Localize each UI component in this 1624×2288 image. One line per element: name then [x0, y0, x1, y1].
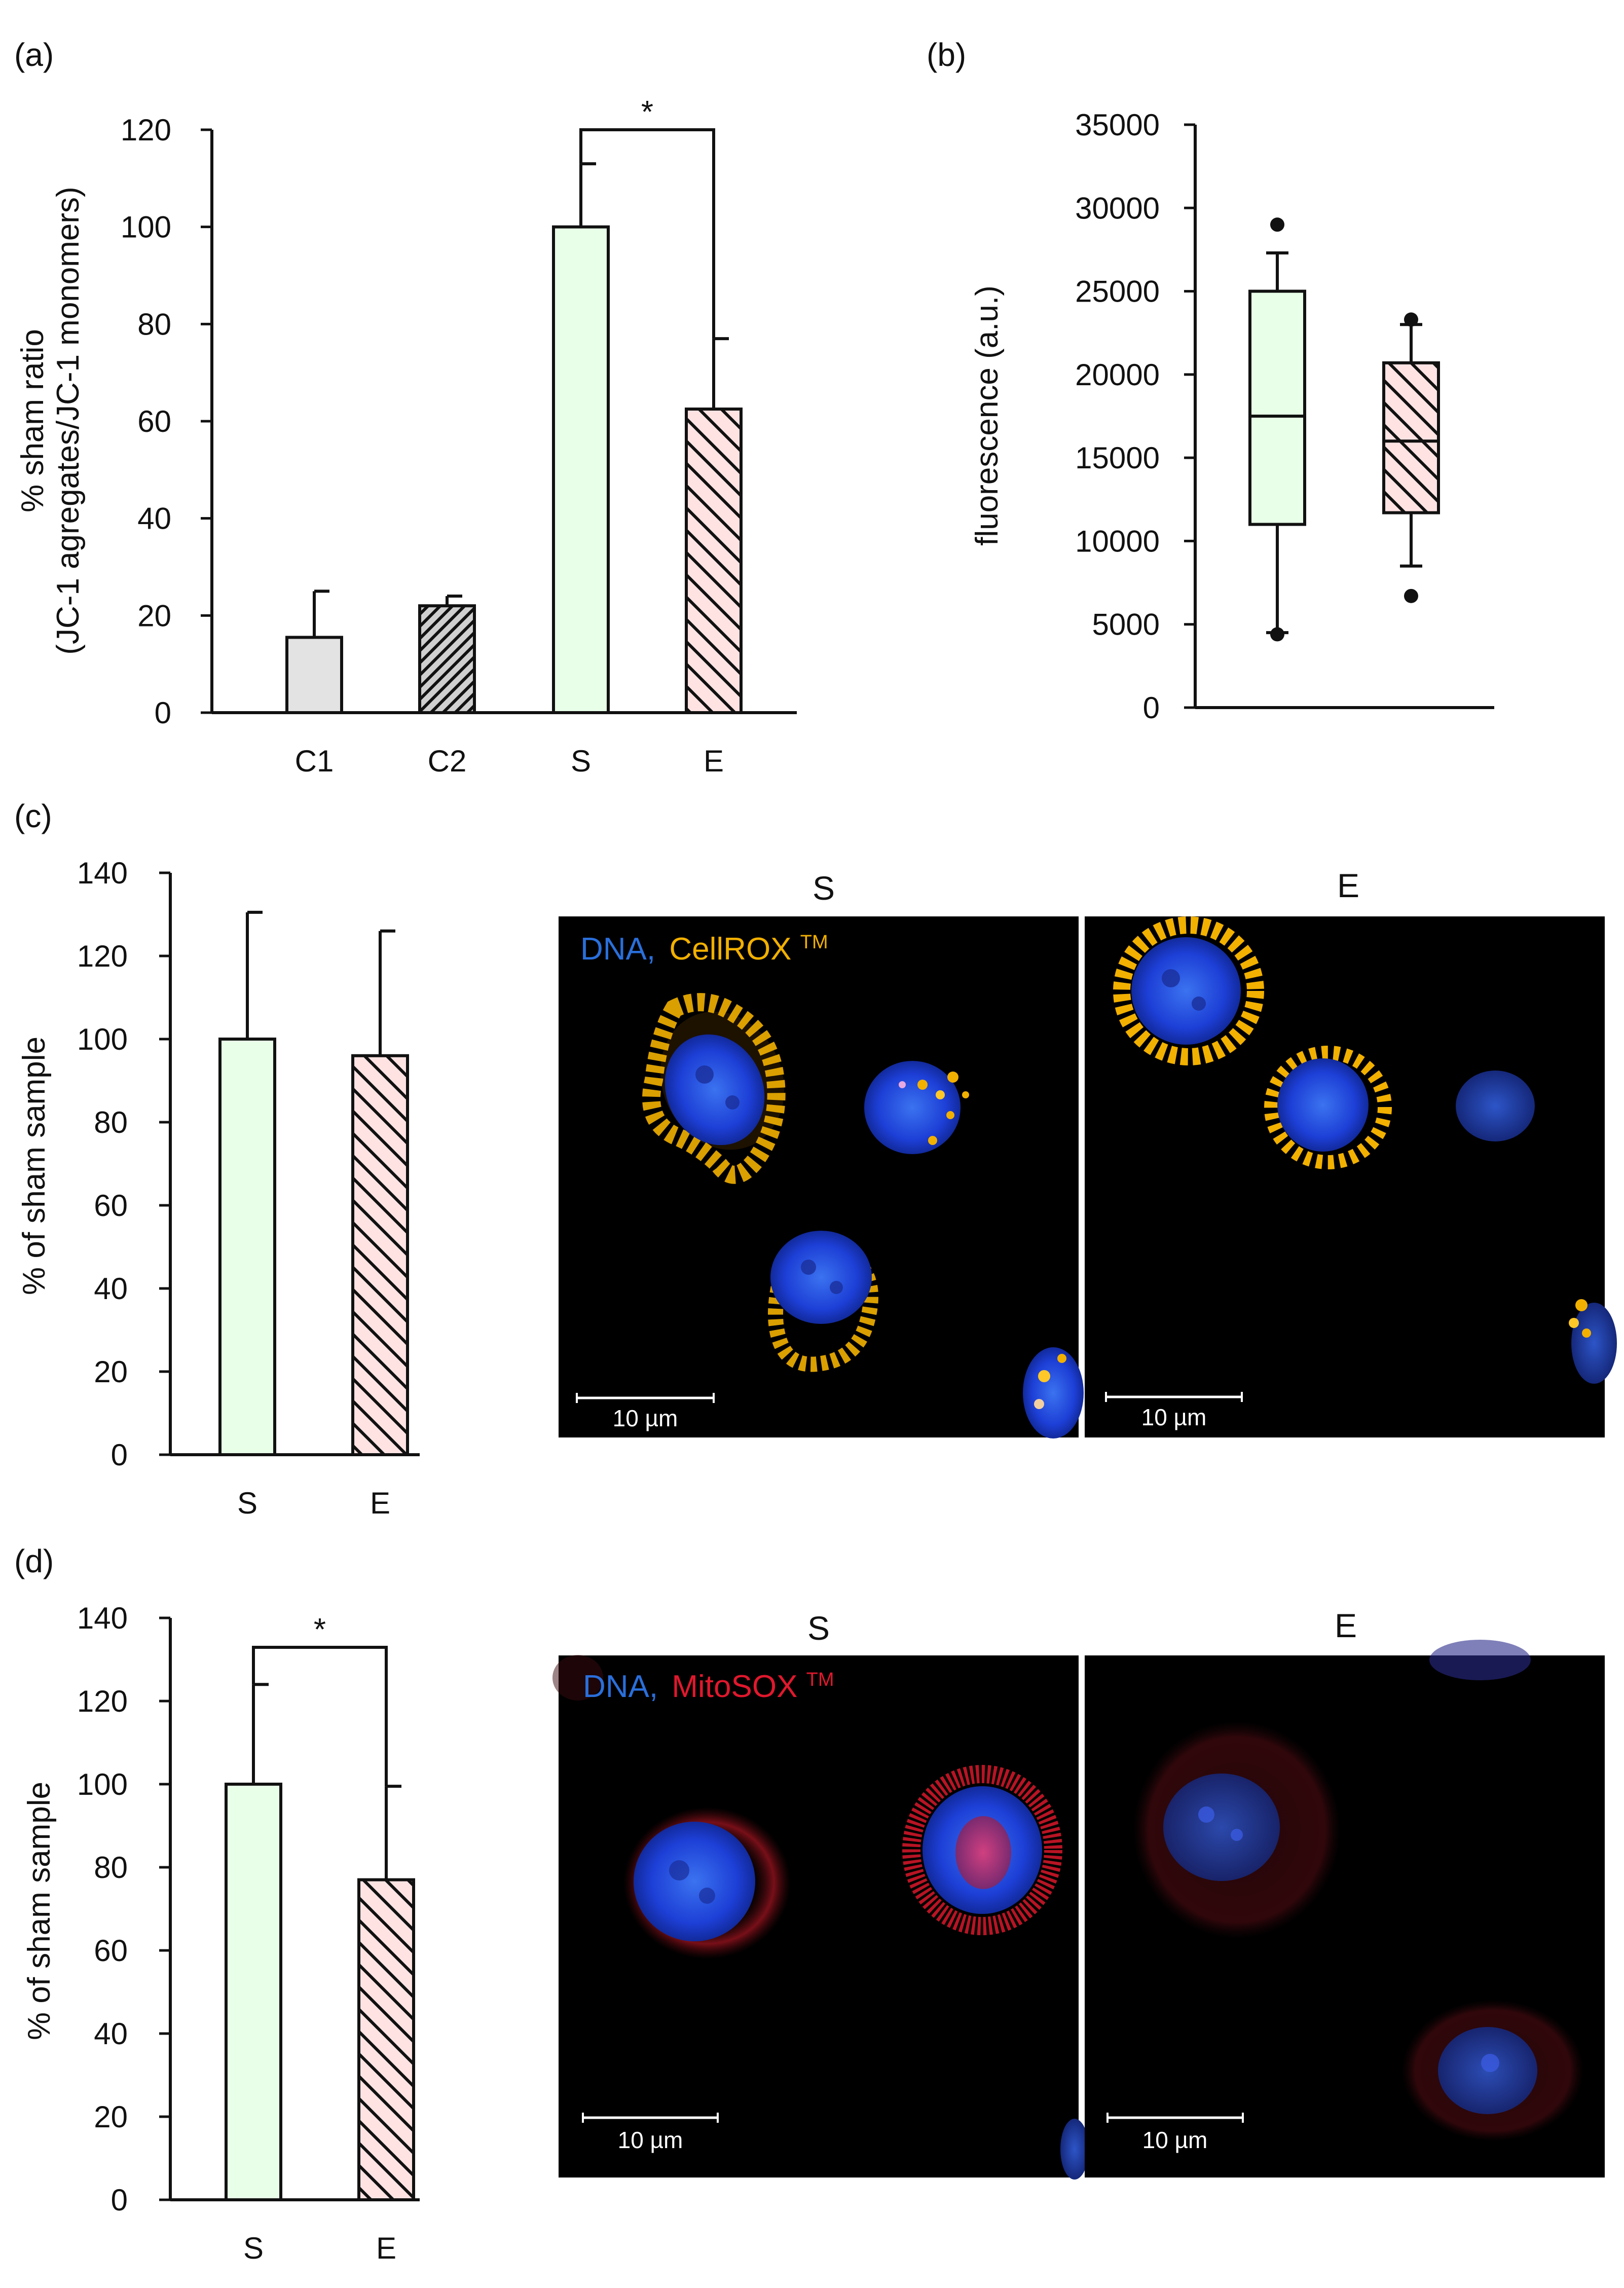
- micro-c-cell: [1023, 1347, 1084, 1438]
- y-tick-label: 20: [94, 1355, 128, 1389]
- box-outlier-E: [1404, 312, 1418, 327]
- y-tick-label: 20: [94, 2100, 128, 2134]
- panel-label-d: (d): [14, 1543, 54, 1579]
- micro-c-cell: [1264, 1046, 1392, 1169]
- panel-label-a: (a): [14, 36, 54, 73]
- y-axis-label: % sham ratio: [15, 329, 50, 512]
- micro-c-right-title: E: [1337, 867, 1359, 904]
- micro-c-scale-label-left: 10 µm: [613, 1405, 678, 1431]
- micro-c-left-title: S: [813, 869, 835, 907]
- micro-d-cell: [902, 1765, 1062, 1935]
- box-S: [1248, 289, 1306, 526]
- bar-S: [225, 1783, 282, 2201]
- y-tick-label: 5000: [1092, 608, 1160, 642]
- y-tick-label: 80: [94, 1851, 128, 1885]
- micro-d-right-title: E: [1335, 1607, 1357, 1644]
- y-tick-label: 60: [94, 1934, 128, 1968]
- y-tick-label: 0: [155, 696, 171, 730]
- bar-S: [552, 225, 610, 714]
- x-tick-label: S: [243, 2231, 264, 2265]
- micrograph-c: S E: [559, 867, 1617, 1438]
- bar-C2: [418, 604, 476, 714]
- significance-star: *: [314, 1612, 326, 1647]
- micro-c-cell: [864, 1061, 969, 1154]
- y-tick-label: 80: [94, 1105, 128, 1139]
- y-tick-label: 25000: [1075, 275, 1160, 309]
- y-tick-label: 100: [77, 1022, 128, 1056]
- x-tick-label: C2: [428, 744, 467, 778]
- y-tick-label: 40: [94, 1272, 128, 1306]
- y-tick-label: 0: [1143, 691, 1160, 725]
- micro-d-left-title: S: [807, 1609, 830, 1647]
- micro-c-cell: [1569, 1299, 1617, 1384]
- y-tick-label: 20: [137, 599, 171, 633]
- y-tick-label: 40: [137, 502, 171, 536]
- y-tick-label: 80: [137, 307, 171, 341]
- y-tick-label: 100: [77, 1767, 128, 1801]
- significance-star: *: [641, 95, 653, 130]
- box-outlier-E: [1404, 588, 1418, 603]
- micro-c-stain-label: DNA, CellROX TM: [580, 932, 828, 967]
- micro-d-cell: [1401, 2000, 1584, 2142]
- micro-c-cell: [1456, 1071, 1535, 1141]
- panel-label-b: (b): [927, 36, 966, 73]
- y-axis-label: % of sham sample: [17, 1037, 52, 1295]
- y-axis-label: (JC-1 agregates/JC-1 monomers): [51, 187, 86, 654]
- x-tick-label: C1: [295, 744, 334, 778]
- micro-c-cell: [768, 1231, 878, 1372]
- x-tick-label: E: [376, 2231, 396, 2265]
- y-tick-label: 40: [94, 2017, 128, 2051]
- micro-c-cell: [642, 993, 786, 1184]
- x-tick-label: E: [370, 1486, 390, 1520]
- micro-d-cell: [1133, 1721, 1341, 1939]
- bar-E: [685, 408, 743, 714]
- x-tick-label: E: [704, 744, 724, 778]
- micro-c-image-right: 10 µm: [1085, 916, 1617, 1437]
- bar-E: [357, 1878, 415, 2202]
- x-tick-label: S: [237, 1486, 257, 1520]
- y-tick-label: 0: [111, 1438, 128, 1472]
- y-tick-label: 100: [121, 210, 171, 244]
- micrograph-d: S E 10 µm: [552, 1607, 1605, 2180]
- chart-b-fluorescence-boxplot: 0 5000 10000 15000 20000 25000 30000 35000 fluor…: [970, 108, 1494, 725]
- micro-d-scale-label-right: 10 µm: [1142, 2127, 1208, 2153]
- micro-d-scale-label-left: 10 µm: [618, 2127, 683, 2153]
- panel-label-c: (c): [14, 798, 52, 834]
- y-tick-label: 120: [77, 939, 128, 973]
- y-axis-label: fluorescence (a.u.): [970, 285, 1005, 545]
- y-tick-label: 140: [77, 1601, 128, 1635]
- bar-S: [218, 1038, 276, 1456]
- significance-bracket: [579, 128, 715, 339]
- micro-c-scale-label-right: 10 µm: [1141, 1404, 1207, 1430]
- y-tick-label: 60: [94, 1189, 128, 1223]
- micro-c-cell: [1113, 916, 1264, 1065]
- y-tick-label: 0: [111, 2183, 128, 2217]
- chart-d-mitosox-bar: 0 20 40 60 80 100 120 140 % of sham sample S E *: [22, 1601, 420, 2265]
- chart-c-cellrox-bar: 0 20 40 60 80 100 120 140 % of sham sample S E: [17, 856, 420, 1520]
- y-tick-label: 120: [121, 113, 171, 147]
- micro-c-image-left: 10 µm DNA, CellROX TM: [559, 916, 1084, 1438]
- y-tick-label: 30000: [1075, 191, 1160, 225]
- chart-a-jc1-ratio: 0 20 40 60 80 100 120 % sham ratio (JC-1 agregat…: [15, 95, 797, 778]
- y-tick-label: 10000: [1075, 524, 1160, 558]
- y-tick-label: 35000: [1075, 108, 1160, 142]
- y-tick-label: 20000: [1075, 358, 1160, 392]
- box-outlier-S: [1270, 627, 1284, 642]
- x-tick-label: S: [571, 744, 591, 778]
- significance-bracket: [252, 1646, 388, 1787]
- y-tick-label: 120: [77, 1684, 128, 1718]
- y-tick-label: 60: [137, 404, 171, 438]
- y-tick-label: 15000: [1075, 441, 1160, 475]
- box-outlier-S: [1270, 217, 1284, 232]
- micro-d-image-right: 10 µm: [1085, 1640, 1605, 2178]
- micro-d-image-left: 10 µm DNA, MitoSOX TM: [552, 1655, 1089, 2180]
- y-tick-label: 140: [77, 856, 128, 890]
- micro-d-stain-label: DNA, MitoSOX TM: [583, 1669, 834, 1704]
- y-axis-label: % of sham sample: [22, 1782, 57, 2040]
- bar-E: [351, 1054, 409, 1457]
- bar-C1: [285, 636, 343, 715]
- box-E: [1382, 361, 1440, 514]
- micro-d-cell: [623, 1807, 791, 1959]
